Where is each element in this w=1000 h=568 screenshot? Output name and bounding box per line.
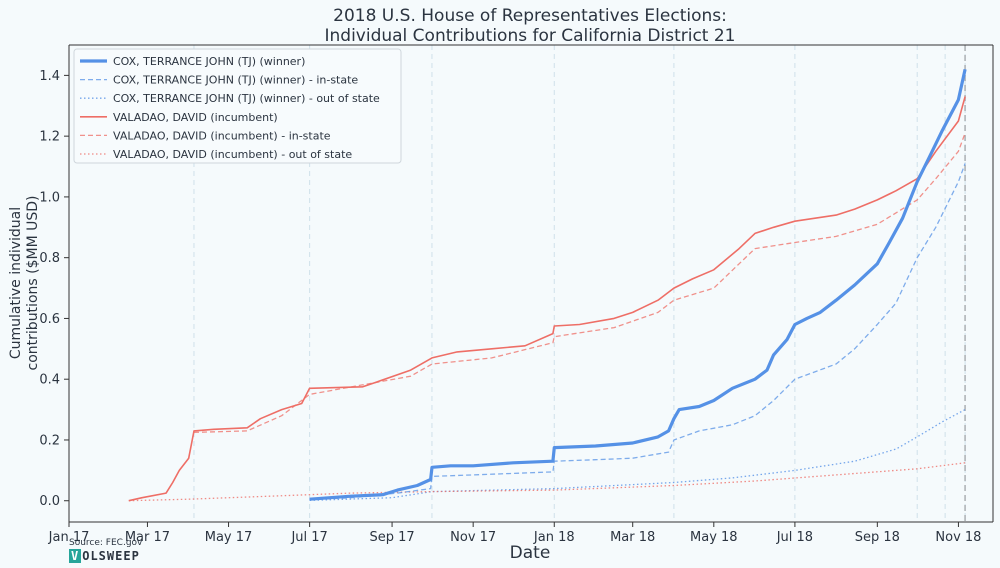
x-tick-label-4: Sep 17 [369, 530, 414, 545]
source-note: Source: FEC.gov [69, 538, 143, 548]
x-tick-label-5: Nov 17 [450, 530, 496, 545]
x-tick-label-7: Mar 18 [610, 530, 655, 545]
x-axis-label: Date [510, 543, 551, 563]
y-tick-label-0: 0.0 [39, 494, 60, 509]
legend-entry-2: COX, TERRANCE JOHN (TJ) (winner) - out o… [113, 92, 380, 105]
x-tick-label-6: Jan 18 [533, 530, 575, 545]
legend-entry-1: COX, TERRANCE JOHN (TJ) (winner) - in-st… [113, 74, 358, 87]
y-tick-label-1: 0.2 [39, 433, 60, 448]
logo-wordmark: OLSWEEP [82, 549, 140, 563]
legend: COX, TERRANCE JOHN (TJ) (winner) COX, TER… [73, 48, 402, 164]
series-line-5 [128, 462, 966, 502]
logo-mark: V [69, 549, 82, 563]
x-tick-label-1: Mar 17 [125, 530, 170, 545]
x-tick-label-11: Nov 18 [935, 530, 981, 545]
y-axis-label-line-1: Cumulative individual [8, 207, 24, 359]
x-tick-label-0: Jan 17 [48, 530, 90, 545]
y-tick-label-2: 0.4 [39, 373, 60, 388]
legend-entry-0: COX, TERRANCE JOHN (TJ) (winner) [113, 55, 305, 68]
x-tick-label-8: May 18 [690, 530, 738, 545]
y-tick-label-3: 0.6 [39, 312, 60, 327]
x-tick-label-3: Jul 17 [290, 530, 327, 545]
chart-title-line-1: 2018 U.S. House of Representatives Elect… [333, 6, 727, 26]
series-line-1 [309, 163, 966, 501]
x-tick-label-10: Sep 18 [855, 530, 900, 545]
y-axis-label: Cumulative individual contributions ($MM… [8, 196, 41, 371]
series-line-2 [309, 409, 966, 502]
legend-entry-5: VALADAO, DAVID (incumbent) - out of stat… [113, 148, 352, 161]
y-tick-label-4: 0.8 [39, 251, 60, 266]
volsweep-logo: V OLSWEEP [69, 549, 140, 563]
y-axis-label-line-2: contributions ($MM USD) [25, 196, 41, 371]
y-tick-label-6: 1.2 [39, 130, 60, 145]
series-line-4 [193, 132, 966, 434]
plot-area [68, 44, 994, 523]
chart-title-line-2: Individual Contributions for California … [324, 26, 735, 46]
legend-entry-4: VALADAO, DAVID (incumbent) - in-state [113, 129, 331, 142]
x-tick-label-9: Jul 18 [776, 530, 813, 545]
legend-entry-3: VALADAO, DAVID (incumbent) [113, 111, 278, 124]
y-axis-ticks: 0.0 0.2 0.4 0.6 0.8 1.0 1.2 1.4 [39, 69, 69, 509]
y-tick-label-5: 1.0 [39, 190, 60, 205]
x-axis-ticks: Jan 17 Mar 17 May 17 Jul 17 Sep 17 Nov 17 Jan … [48, 522, 981, 545]
legend-box [73, 48, 402, 164]
series-line-3 [128, 96, 966, 502]
x-tick-label-2: May 17 [205, 530, 253, 545]
gridlines [193, 45, 966, 522]
y-tick-label-7: 1.4 [39, 69, 60, 84]
series-lines [128, 68, 967, 502]
series-line-0 [309, 68, 967, 501]
